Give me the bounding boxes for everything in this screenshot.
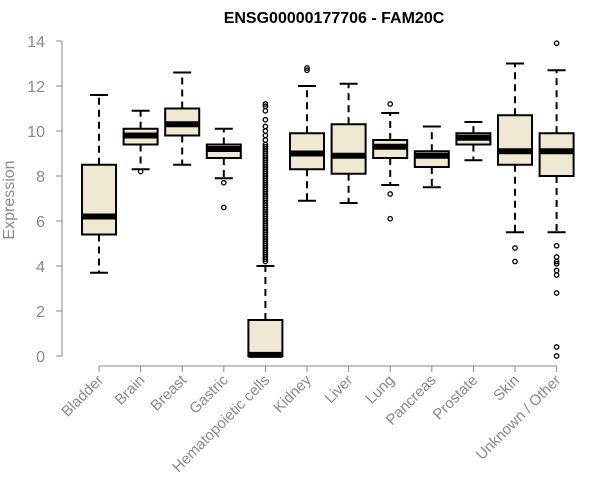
box-gastric	[205, 127, 242, 211]
outlier-point	[387, 191, 394, 197]
box-skin	[497, 62, 533, 265]
outlier-point	[553, 260, 560, 267]
box-iqr	[247, 319, 284, 357]
outlier-point	[262, 137, 269, 143]
box-pancreas	[413, 125, 450, 189]
x-tick-label: Liver	[321, 372, 356, 407]
y-tick-label: 2	[36, 304, 45, 321]
outlier-point	[387, 101, 394, 107]
chart-title: ENSG00000177706 - FAM20C	[224, 10, 445, 27]
box-brain	[122, 109, 159, 175]
outlier-point	[553, 242, 560, 249]
outlier-point	[512, 258, 518, 265]
y-tick-label: 14	[27, 34, 45, 51]
x-tick-label: Brain	[112, 372, 149, 409]
y-axis: 0 2 4 6 8 10 12 14	[27, 34, 63, 366]
outlier-point	[262, 143, 269, 150]
box-hematopoietic-cells	[247, 101, 284, 358]
outlier-point	[304, 67, 310, 74]
box-liver	[330, 82, 367, 204]
box-unknown-other	[538, 40, 575, 359]
outlier-point	[553, 344, 560, 350]
y-tick-label: 0	[36, 349, 45, 366]
outlier-point	[262, 107, 269, 114]
box-iqr	[81, 163, 117, 236]
outlier-point	[553, 272, 560, 278]
x-tick-label: Kidney	[270, 371, 315, 416]
outlier-point	[512, 245, 518, 251]
x-tick-label: Bladder	[58, 372, 107, 421]
box-iqr	[497, 114, 533, 166]
outlier-point	[553, 254, 560, 260]
outlier-point	[553, 353, 560, 359]
x-tick-label: Skin	[490, 372, 523, 405]
outlier-point	[304, 65, 310, 71]
outlier-point	[262, 132, 269, 139]
y-axis-label: Expression	[1, 160, 18, 239]
outlier-point	[553, 290, 560, 296]
outlier-point	[262, 101, 269, 107]
outlier-point	[262, 128, 269, 134]
boxes-group	[81, 40, 575, 359]
outlier-point	[262, 116, 269, 123]
outlier-point	[137, 168, 144, 175]
y-tick-label: 6	[36, 214, 45, 231]
outlier-point	[220, 204, 227, 211]
box-kidney	[289, 65, 325, 202]
x-tick-label: Lung	[362, 372, 398, 408]
box-bladder	[81, 94, 117, 274]
outlier-point	[262, 123, 269, 130]
y-tick-label: 8	[36, 169, 45, 186]
outlier-point	[262, 103, 269, 110]
box-breast	[164, 71, 201, 166]
y-tick-label: 10	[27, 124, 45, 141]
outlier-point	[220, 179, 227, 186]
box-iqr	[538, 132, 575, 177]
outlier-point	[553, 258, 560, 265]
box-iqr	[330, 123, 367, 175]
outlier-point	[387, 215, 394, 222]
outlier-point	[553, 267, 560, 274]
outlier-point	[553, 40, 560, 47]
x-tick-label: Prostate	[430, 372, 482, 424]
box-lung	[372, 101, 409, 222]
y-tick-label: 12	[27, 79, 45, 96]
x-tick-label: Breast	[147, 371, 190, 414]
y-tick-label: 4	[36, 259, 45, 276]
box-prostate	[455, 121, 492, 162]
